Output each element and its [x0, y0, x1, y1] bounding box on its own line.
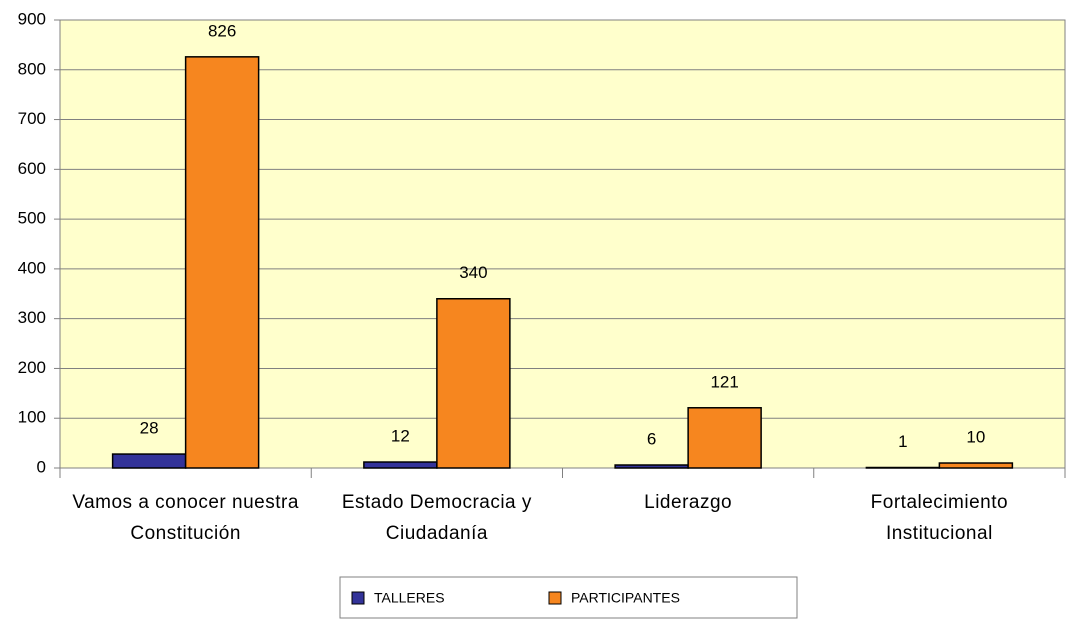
- legend-label: TALLERES: [374, 590, 445, 606]
- bar: [614, 464, 689, 469]
- data-label: 121: [710, 372, 738, 391]
- y-tick-label: 300: [18, 308, 46, 327]
- y-tick-label: 900: [18, 9, 46, 28]
- bar: [687, 407, 762, 469]
- x-tick-label: Liderazgo: [644, 492, 733, 513]
- legend-swatch: [351, 591, 365, 605]
- data-label: 826: [208, 21, 236, 40]
- bar: [938, 462, 1014, 469]
- legend-label: PARTICIPANTES: [571, 590, 680, 606]
- y-tick-label: 400: [18, 258, 46, 277]
- data-label: 28: [140, 419, 159, 438]
- y-tick-label: 800: [18, 59, 46, 78]
- data-label: 340: [459, 263, 487, 282]
- y-tick-label: 200: [18, 358, 46, 377]
- bar: [363, 461, 438, 469]
- y-tick-label: 700: [18, 109, 46, 128]
- data-label: 6: [647, 429, 656, 448]
- y-tick-label: 100: [18, 408, 46, 427]
- bar: [111, 453, 187, 469]
- bar: [184, 56, 260, 469]
- y-tick-label: 500: [18, 209, 46, 228]
- legend-box: [339, 576, 798, 619]
- y-tick-label: 0: [37, 457, 46, 476]
- x-tick-label: Estado Democracia y Ciudadanía: [341, 492, 532, 544]
- x-tick-label: Vamos a conocer nuestra Constitución: [72, 492, 299, 544]
- bar: [436, 298, 511, 469]
- data-label: 1: [898, 432, 907, 451]
- legend-swatch: [548, 591, 562, 605]
- data-label: 10: [966, 428, 985, 447]
- x-tick-label: Fortalecimiento Institucional: [870, 492, 1009, 544]
- data-label: 12: [391, 427, 410, 446]
- y-tick-label: 600: [18, 159, 46, 178]
